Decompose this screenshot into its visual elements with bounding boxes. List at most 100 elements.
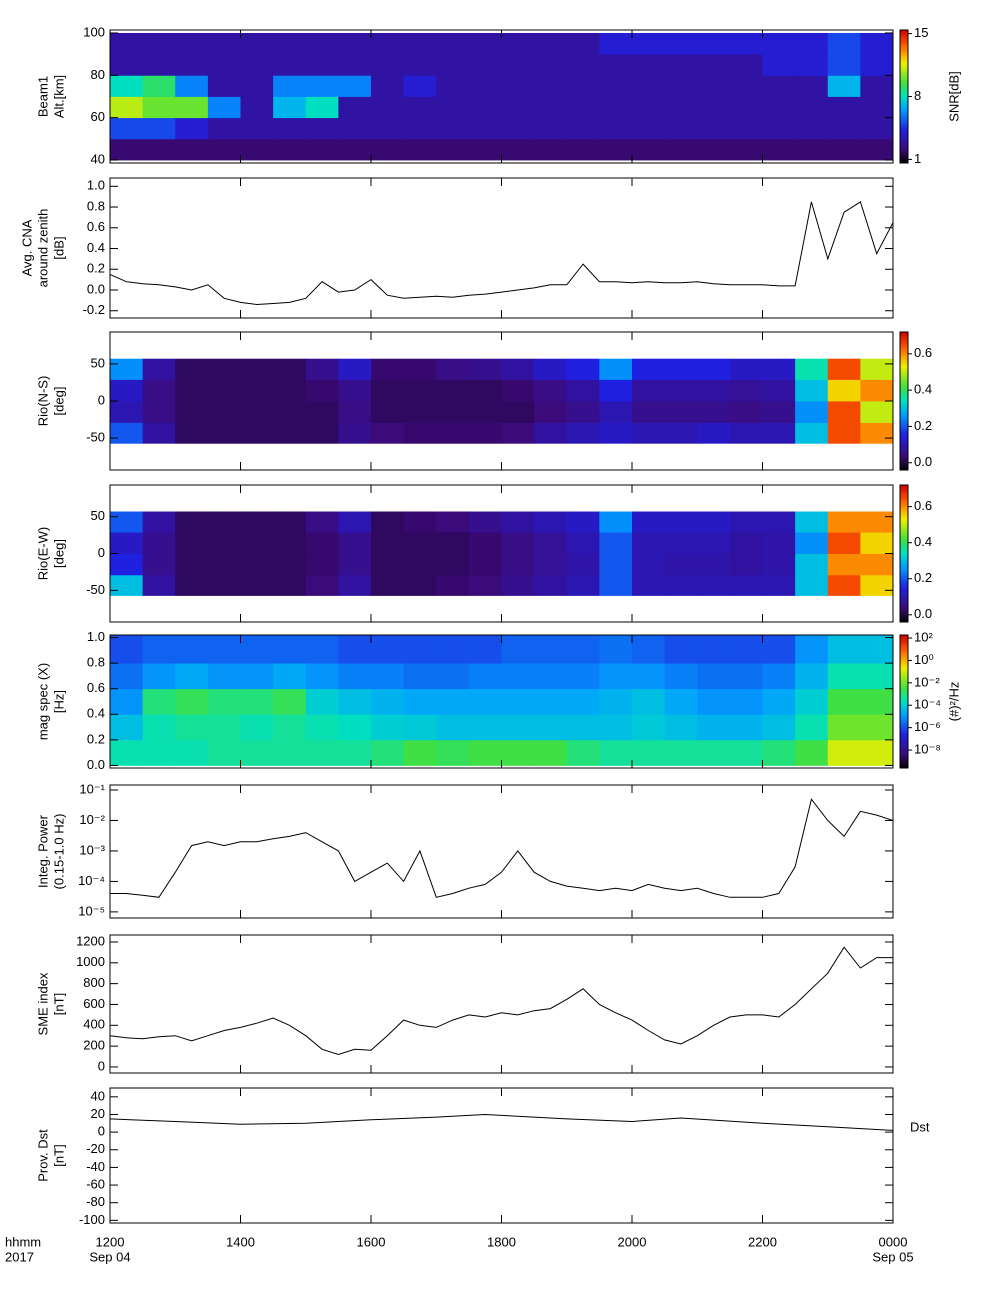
- y-tick-label: -80: [86, 1194, 105, 1209]
- y-tick-label: 50: [91, 355, 105, 370]
- heatmap-cell: [501, 32, 535, 55]
- colorbar-step: [900, 355, 908, 358]
- colorbar-step: [900, 384, 908, 388]
- y-tick-label: 0.6: [87, 219, 105, 234]
- colorbar-step: [900, 389, 908, 393]
- colorbar-step: [900, 421, 908, 425]
- heatmap-cell: [827, 138, 861, 161]
- heatmap-cell: [240, 117, 274, 140]
- heatmap-cell: [142, 635, 176, 664]
- x-tick-label: 1400: [226, 1234, 255, 1249]
- heatmap-cell: [795, 96, 829, 119]
- colorbar-step: [900, 745, 908, 749]
- heatmap-cell: [860, 635, 894, 664]
- heatmap-cell: [110, 401, 144, 423]
- colorbar-step: [900, 635, 908, 638]
- colorbar-step: [900, 345, 908, 349]
- y-tick-label: 0.4: [87, 706, 105, 721]
- heatmap-cell: [827, 739, 861, 766]
- heatmap-cell: [240, 422, 274, 444]
- heatmap-cell: [632, 54, 666, 76]
- colorbar-step: [900, 396, 908, 400]
- heatmap-cell: [338, 117, 372, 140]
- colorbar-tick-label: 10⁻⁸: [914, 741, 941, 756]
- colorbar-step: [900, 668, 908, 671]
- heatmap-cell: [534, 714, 568, 741]
- heatmap-cell: [534, 635, 568, 664]
- heatmap-cell: [729, 663, 763, 690]
- heatmap-cell: [729, 54, 763, 76]
- colorbar-step: [900, 147, 908, 151]
- heatmap-cell: [240, 54, 274, 76]
- colorbar-step: [900, 467, 908, 471]
- colorbar-tick-label: 0.4: [914, 382, 932, 397]
- heatmap-cell: [599, 401, 633, 423]
- heatmap-cell: [599, 358, 633, 380]
- heatmap-cell: [207, 635, 241, 664]
- heatmap-cell: [860, 54, 894, 76]
- heatmap-cell: [501, 663, 535, 690]
- colorbar-step: [900, 528, 908, 532]
- y-tick-label: -50: [86, 430, 105, 445]
- heatmap-cell: [207, 688, 241, 715]
- heatmap-cell: [142, 379, 176, 402]
- heatmap-cell: [795, 117, 829, 140]
- heatmap-cell: [403, 422, 437, 444]
- y-tick-label: 1000: [76, 954, 105, 969]
- heatmap-cell: [827, 32, 861, 55]
- colorbar-step: [900, 690, 908, 694]
- colorbar-step: [900, 765, 908, 769]
- heatmap-cell: [175, 532, 209, 554]
- colorbar-step: [900, 419, 908, 423]
- heatmap-cell: [468, 96, 502, 119]
- heatmap-cell: [501, 688, 535, 715]
- colorbar-step: [900, 725, 908, 729]
- heatmap-cell: [664, 358, 698, 380]
- y-tick-label: 10⁻⁴: [78, 873, 105, 888]
- heatmap-cell: [501, 574, 535, 596]
- heatmap-cell: [729, 688, 763, 715]
- heatmap-cell: [795, 75, 829, 97]
- colorbar-step: [900, 125, 908, 129]
- colorbar-step: [900, 458, 908, 462]
- heatmap-cell: [175, 511, 209, 533]
- heatmap-cell: [501, 138, 535, 161]
- colorbar-step: [900, 510, 908, 513]
- heatmap-cell: [795, 358, 829, 380]
- heatmap-cell: [860, 511, 894, 533]
- colorbar-step: [900, 537, 908, 541]
- line: [109, 1113, 894, 1131]
- colorbar-step: [900, 646, 908, 649]
- heatmap-cell: [207, 553, 241, 576]
- heatmap-cell: [436, 739, 470, 766]
- heatmap-cell: [305, 714, 339, 741]
- heatmap-cell: [273, 138, 307, 161]
- colorbar-step: [900, 562, 908, 566]
- heatmap-cell: [142, 714, 176, 741]
- colorbar-step: [900, 69, 908, 73]
- colorbar-step: [900, 398, 908, 402]
- heatmap-cell: [795, 54, 829, 76]
- colorbar-step: [900, 748, 908, 751]
- colorbar-tick-label: 0.2: [914, 418, 932, 433]
- heatmap-cell: [175, 96, 209, 119]
- heatmap-cell: [599, 663, 633, 690]
- colorbar-step: [900, 348, 908, 351]
- heatmap-cell: [142, 574, 176, 596]
- heatmap-cell: [403, 553, 437, 576]
- heatmap-cell: [729, 739, 763, 766]
- heatmap-cell: [534, 663, 568, 690]
- heatmap-cell: [632, 553, 666, 576]
- heatmap-cell: [240, 714, 274, 741]
- heatmap-cell: [468, 635, 502, 664]
- colorbar-step: [900, 553, 908, 557]
- heatmap-cell: [501, 635, 535, 664]
- heatmap-cell: [697, 553, 731, 576]
- heatmap-cell: [632, 663, 666, 690]
- colorbar-step: [900, 759, 908, 762]
- colorbar-step: [900, 456, 908, 459]
- heatmap-cell: [501, 75, 535, 97]
- heatmap-cell: [762, 54, 796, 76]
- heatmap-cell: [632, 358, 666, 380]
- colorbar-step: [900, 410, 908, 413]
